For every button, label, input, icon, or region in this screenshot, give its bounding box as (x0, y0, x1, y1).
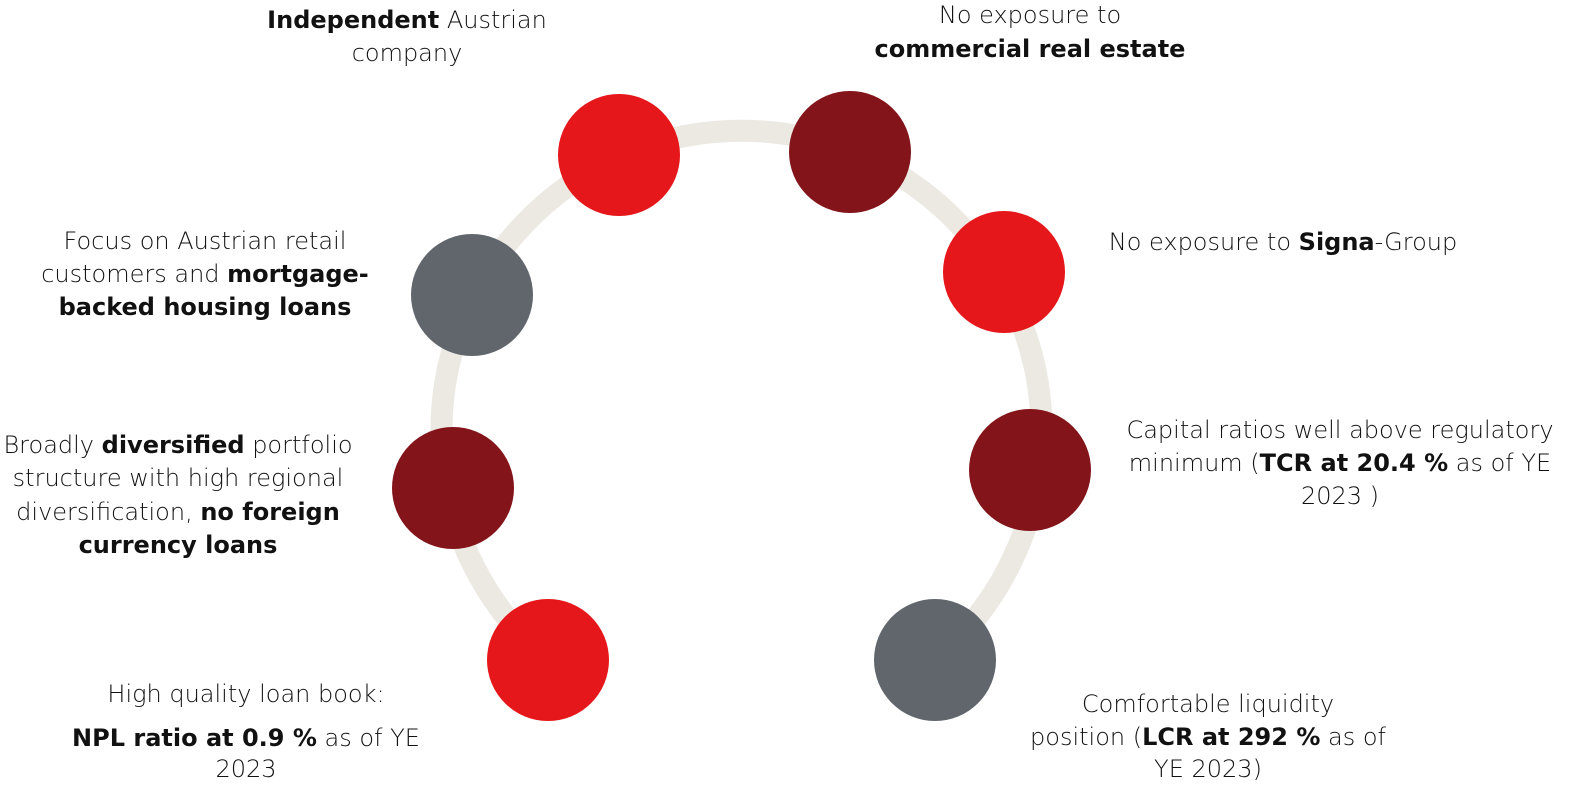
label-line: backed housing loans (59, 293, 352, 321)
label-line: 2023 (215, 755, 276, 783)
circle (392, 427, 514, 549)
label-text: High quality loan book: (107, 680, 384, 708)
label-text: structure with high regional (13, 464, 344, 492)
label-line: position (LCR at 292 % as of (1030, 723, 1386, 751)
label-text: Focus on Austrian retail (64, 227, 347, 255)
label-text: diversification, (16, 498, 200, 526)
label-line: NPL ratio at 0.9 % as of YE (72, 724, 420, 752)
circle (558, 94, 680, 216)
circle (487, 599, 609, 721)
label-text: diversified (102, 431, 245, 459)
label-text: commercial real estate (875, 35, 1186, 63)
label-text: LCR at 292 % (1142, 723, 1320, 751)
label-text: no foreign (200, 498, 339, 526)
label-line: No exposure to Signa-Group (1109, 228, 1458, 256)
label-text: as of (1320, 723, 1386, 751)
label-text: Broadly (3, 431, 101, 459)
label-text: company (352, 39, 463, 67)
label-text: -Group (1375, 228, 1458, 256)
label-text: No exposure to (939, 1, 1121, 29)
label-text: currency loans (79, 531, 278, 559)
label-line: commercial real estate (875, 35, 1186, 63)
label-line: High quality loan book: (107, 680, 384, 708)
label-text: minimum ( (1129, 449, 1260, 477)
label-text: as of YE (1448, 449, 1551, 477)
label-text: backed housing loans (59, 293, 352, 321)
ring (430, 119, 1053, 669)
label-text: Comfortable liquidity (1082, 690, 1334, 718)
label-line: diversification, no foreign (16, 498, 340, 526)
label-text: as of YE (317, 724, 420, 752)
label-text: No exposure to (1109, 228, 1299, 256)
label-line: company (352, 39, 463, 67)
label-text: TCR at 20.4 % (1260, 449, 1448, 477)
label-line: Focus on Austrian retail (64, 227, 347, 255)
label-line: structure with high regional (13, 464, 344, 492)
circle (969, 409, 1091, 531)
label-line: customers and mortgage- (41, 260, 369, 288)
label-text: Independent (267, 6, 439, 34)
circle (874, 599, 996, 721)
label-line: Capital ratios well above regulatory (1126, 416, 1553, 444)
label-line: currency loans (79, 531, 278, 559)
label-line: No exposure to (939, 1, 1121, 29)
circle (943, 211, 1065, 333)
circle (789, 91, 911, 213)
label-text: position ( (1030, 723, 1142, 751)
label-text: mortgage- (227, 260, 369, 288)
label-text: Austrian (439, 6, 547, 34)
label-line: minimum (TCR at 20.4 % as of YE (1129, 449, 1551, 477)
label-line: Independent Austrian (267, 6, 547, 34)
label-text: Capital ratios well above regulatory (1126, 416, 1553, 444)
label-text: 2023 ) (1301, 482, 1379, 510)
label-line: Comfortable liquidity (1082, 690, 1334, 718)
label-line: YE 2023) (1154, 755, 1262, 783)
label-text: 2023 (215, 755, 276, 783)
label-text: customers and (41, 260, 227, 288)
label-line: 2023 ) (1301, 482, 1379, 510)
label-text: YE 2023) (1154, 755, 1262, 783)
label-text: NPL ratio at 0.9 % (72, 724, 317, 752)
label-text: portfolio (245, 431, 353, 459)
circle (411, 234, 533, 356)
label-line: Broadly diversified portfolio (3, 431, 352, 459)
label-text: Signa (1299, 228, 1375, 256)
